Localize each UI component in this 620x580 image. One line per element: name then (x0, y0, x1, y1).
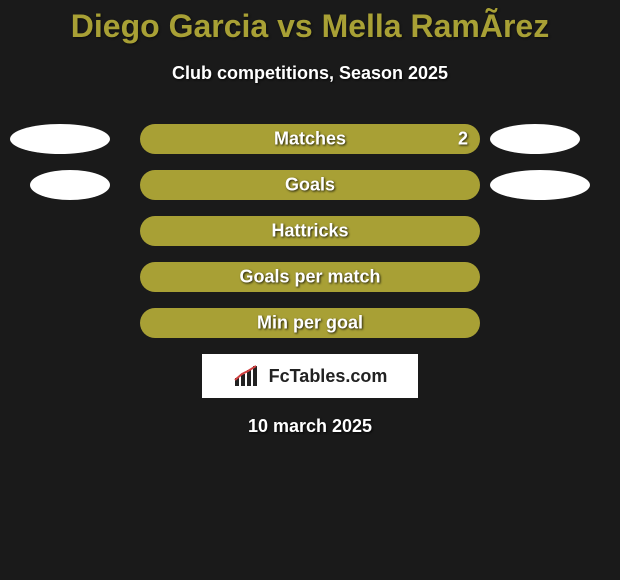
stat-row: Goals per match (0, 262, 620, 292)
comparison-infographic: Diego Garcia vs Mella RamÃ­rez Club comp… (0, 0, 620, 580)
stat-bar: Hattricks (140, 216, 480, 246)
stat-bar: Matches2 (140, 124, 480, 154)
stat-row: Goals (0, 170, 620, 200)
stat-row: Hattricks (0, 216, 620, 246)
stat-value-right: 2 (458, 129, 468, 150)
player-left-ellipse (30, 170, 110, 200)
page-subtitle: Club competitions, Season 2025 (0, 63, 620, 84)
chart-bars-icon (233, 364, 263, 388)
stats-rows: Matches2 Goals Hattricks Goals per match Min… (0, 124, 620, 338)
stat-row: Matches2 (0, 124, 620, 154)
player-left-ellipse (10, 124, 110, 154)
stat-label: Goals per match (140, 267, 480, 288)
stat-row: Min per goal (0, 308, 620, 338)
stat-bar: Goals per match (140, 262, 480, 292)
stat-label: Matches (140, 129, 480, 150)
stat-label: Hattricks (140, 221, 480, 242)
stat-bar: Goals (140, 170, 480, 200)
player-right-ellipse (490, 124, 580, 154)
logo-box: FcTables.com (202, 354, 418, 398)
logo-inner: FcTables.com (233, 364, 388, 388)
stat-label: Goals (140, 175, 480, 196)
stat-label: Min per goal (140, 313, 480, 334)
player-right-ellipse (490, 170, 590, 200)
stat-bar: Min per goal (140, 308, 480, 338)
logo-text: FcTables.com (269, 366, 388, 387)
page-title: Diego Garcia vs Mella RamÃ­rez (0, 0, 620, 45)
date-text: 10 march 2025 (0, 416, 620, 437)
